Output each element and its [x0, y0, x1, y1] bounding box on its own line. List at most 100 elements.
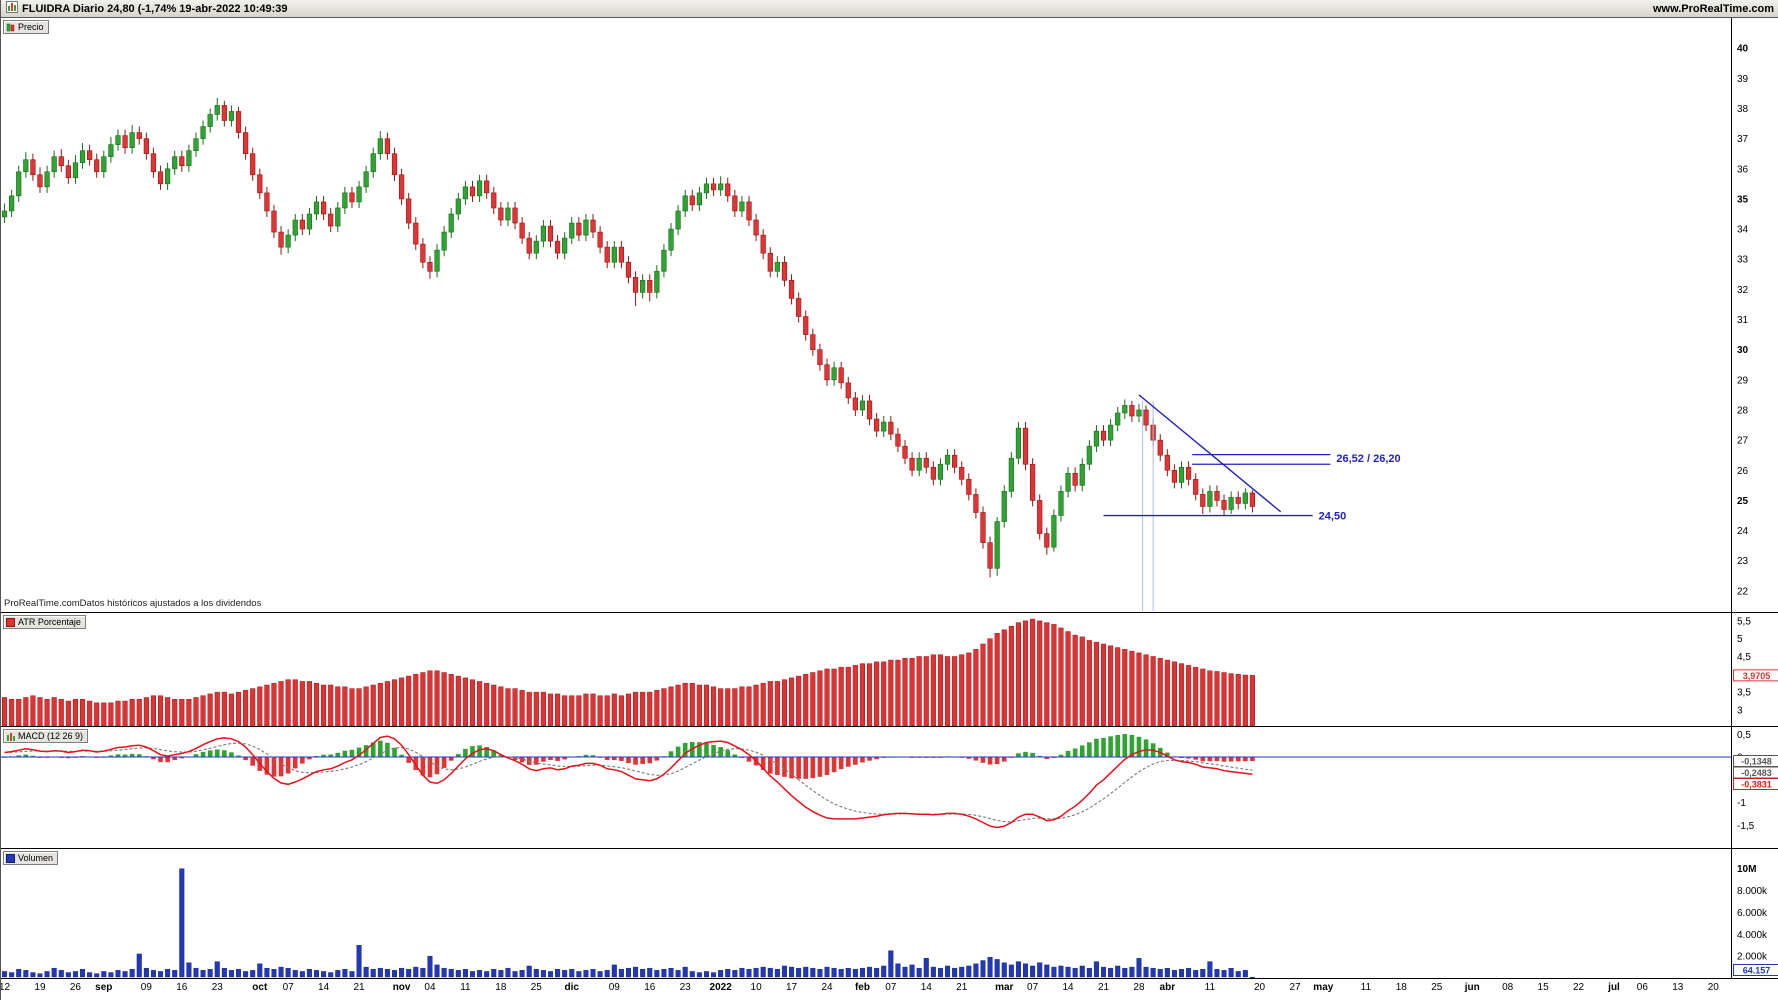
svg-text:-0,2483: -0,2483 — [1741, 768, 1772, 778]
watermark: ProRealTime.comDatos históricos ajustado… — [4, 598, 261, 609]
svg-text:33: 33 — [1737, 255, 1749, 266]
atr-axis[interactable]: 5,554,543,53 — [1737, 616, 1751, 716]
vertical-guide-lines — [1141, 400, 1154, 611]
date-tick-label: 04 — [424, 982, 436, 993]
date-axis[interactable]: 12 19 26 sep 09 16 23 oct 07 14 21 nov 04 11 18 25 dic 09… — [1, 979, 1778, 1000]
date-tick-label: 21 — [956, 982, 968, 993]
date-tick-label: 28 — [1133, 982, 1145, 993]
svg-text:64.157: 64.157 — [1743, 966, 1771, 976]
watermark-note: Datos históricos ajustados a los dividen… — [79, 598, 262, 609]
volume-chart-canvas[interactable]: 10M 8.000k 6.000k 4.000k 2.000k 64.157 — [1, 849, 1778, 979]
date-tick-label: 23 — [211, 982, 223, 993]
date-tick-label: oct — [252, 982, 268, 993]
date-tick-label: 26 — [69, 982, 81, 993]
date-tick-label: 11 — [460, 982, 471, 993]
svg-text:5: 5 — [1737, 634, 1743, 645]
date-tick-label: 20 — [1707, 982, 1719, 993]
svg-text:3,9705: 3,9705 — [1743, 671, 1771, 681]
svg-text:4,5: 4,5 — [1737, 652, 1751, 663]
svg-text:23: 23 — [1737, 556, 1749, 567]
date-tick-label: 14 — [1062, 982, 1074, 993]
svg-text:-0,3831: -0,3831 — [1741, 780, 1772, 790]
svg-text:36: 36 — [1737, 164, 1749, 175]
price-axis[interactable]: 40 39 38 37 36 35 34 33 32 31 30 29 28 27 26 25 24 23 22 — [1737, 44, 1749, 598]
date-tick-label: sep — [95, 982, 113, 993]
svg-text:10M: 10M — [1737, 864, 1756, 875]
chart-title: FLUIDRA Diario 24,80 (-1,74% 19-abr-2022… — [22, 2, 288, 15]
date-tick-label: 09 — [608, 982, 620, 993]
price-chart-canvas[interactable]: 24,50 26,52 / 26,20 40 39 38 37 36 35 34 33 32 31 30… — [1, 18, 1778, 613]
date-tick-label: dic — [564, 982, 579, 993]
date-tick-label: 18 — [1395, 982, 1407, 993]
date-tick-label: nov — [392, 982, 411, 993]
svg-text:37: 37 — [1737, 134, 1749, 145]
date-tick-label: 23 — [679, 982, 691, 993]
date-tick-label: 20 — [1253, 982, 1266, 993]
volume-chip-label: Volumen — [18, 853, 54, 863]
svg-text:28: 28 — [1737, 405, 1749, 416]
volume-bars — [2, 868, 1255, 978]
svg-text:25: 25 — [1737, 496, 1749, 507]
volume-indicator-chip[interactable]: Volumen — [3, 851, 59, 865]
date-tick-label: 10 — [750, 982, 762, 993]
chart-icon — [6, 1, 18, 16]
date-tick-label: 25 — [1431, 982, 1443, 993]
date-tick-label: 15 — [1537, 982, 1549, 993]
date-tick-label: 27 — [1289, 982, 1301, 993]
date-tick-label: 11 — [1360, 982, 1372, 993]
date-tick-label: feb — [854, 982, 870, 993]
axis-separator — [1731, 18, 1732, 979]
date-tick-label: 14 — [920, 982, 932, 993]
resistance-price-label: 26,52 / 26,20 — [1336, 453, 1400, 465]
atr-icon — [6, 617, 15, 627]
svg-text:38: 38 — [1737, 104, 1749, 115]
macd-indicator-chip[interactable]: MACD (12 26 9) — [3, 729, 89, 743]
atr-chip-label: ATR Porcentaje — [18, 617, 81, 627]
svg-text:35: 35 — [1737, 194, 1749, 205]
macd-signal-line — [4, 742, 1253, 823]
macd-histogram — [2, 733, 1255, 779]
svg-text:5,5: 5,5 — [1737, 616, 1751, 627]
volume-icon — [6, 853, 15, 863]
date-tick-label: 09 — [140, 982, 152, 993]
date-tick-label: 2022 — [709, 982, 732, 993]
atr-indicator-chip[interactable]: ATR Porcentaje — [3, 615, 86, 629]
date-tick-label: 16 — [176, 982, 188, 993]
watermark-brand: ProRealTime.com — [4, 598, 80, 609]
svg-text:30: 30 — [1737, 345, 1749, 356]
title-bar: FLUIDRA Diario 24,80 (-1,74% 19-abr-2022… — [1, 0, 1778, 18]
date-tick-label: 06 — [1636, 982, 1648, 993]
precio-indicator-chip[interactable]: Precio — [3, 20, 49, 34]
svg-text:4.000k: 4.000k — [1737, 930, 1768, 941]
date-tick-label: 07 — [885, 982, 897, 993]
macd-chart-canvas[interactable]: 0,50-0,5-1-1,5-0,1348-0,2483-0,3831 — [1, 727, 1778, 849]
date-tick-label: 18 — [495, 982, 507, 993]
svg-text:31: 31 — [1737, 315, 1749, 326]
svg-text:6.000k: 6.000k — [1737, 908, 1768, 919]
svg-text:27: 27 — [1737, 436, 1749, 447]
date-tick-label: 17 — [785, 982, 798, 993]
volume-axis[interactable]: 10M 8.000k 6.000k 4.000k 2.000k — [1737, 864, 1768, 962]
precio-chip-label: Precio — [18, 22, 44, 32]
date-tick-label: 19 — [34, 982, 46, 993]
atr-chart-canvas[interactable]: 5,554,543,533,9705 — [1, 613, 1778, 727]
date-tick-label: 25 — [530, 982, 542, 993]
drawing-annotations[interactable]: 24,50 26,52 / 26,20 — [1103, 394, 1401, 523]
date-tick-label: 14 — [318, 982, 330, 993]
support-price-label: 24,50 — [1319, 511, 1347, 523]
date-tick-label: jul — [1608, 982, 1620, 993]
svg-text:40: 40 — [1737, 44, 1749, 55]
website-link[interactable]: www.ProRealTime.com — [1652, 2, 1774, 15]
macd-chip-label: MACD (12 26 9) — [18, 731, 84, 741]
macd-line — [4, 735, 1253, 829]
date-tick-label: abr — [1159, 982, 1176, 993]
svg-text:3: 3 — [1737, 705, 1743, 716]
date-tick-label: 12 — [0, 982, 11, 993]
date-tick-label: mar — [995, 982, 1014, 993]
date-tick-label: may — [1313, 982, 1334, 993]
date-tick-label: 13 — [1672, 982, 1684, 993]
svg-text:22: 22 — [1737, 586, 1749, 597]
svg-text:-0,1348: -0,1348 — [1741, 757, 1772, 767]
svg-text:34: 34 — [1737, 225, 1749, 236]
